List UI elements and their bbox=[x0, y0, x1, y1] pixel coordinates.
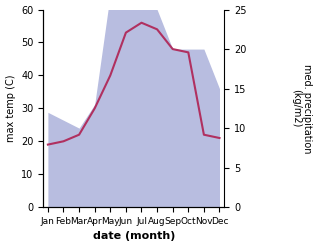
X-axis label: date (month): date (month) bbox=[93, 231, 175, 242]
Y-axis label: max temp (C): max temp (C) bbox=[5, 75, 16, 142]
Y-axis label: med. precipitation
(kg/m2): med. precipitation (kg/m2) bbox=[291, 64, 313, 153]
